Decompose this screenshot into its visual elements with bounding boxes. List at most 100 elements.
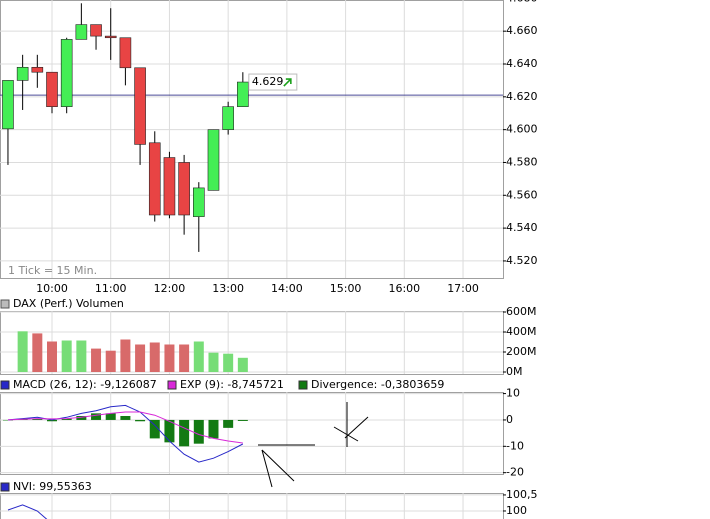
volume-bar (91, 348, 102, 372)
candle-body (163, 157, 176, 216)
legend-label: Divergence: -0,3803659 (311, 378, 444, 391)
panel (0, 493, 504, 519)
volume-bar (76, 340, 87, 372)
volume-bar (120, 339, 131, 372)
y-tick-label: 100,5 (506, 488, 538, 501)
y-tick-label: 10 (506, 387, 520, 400)
candle-body (237, 81, 249, 107)
divergence-bar (105, 413, 116, 420)
annotation: 1 Tick = 15 Min. (8, 264, 97, 277)
divergence-bar (61, 418, 72, 420)
x-tick-label: 10:00 (36, 282, 68, 295)
candle-body (16, 66, 29, 81)
volume-bar (237, 357, 248, 372)
volume-bar (32, 333, 43, 372)
drawn-line (344, 416, 369, 439)
divergence-bar (32, 418, 43, 420)
candle-body (2, 80, 14, 130)
y-tick-label: 4.660 (506, 24, 538, 37)
volume-bar (164, 344, 175, 372)
legend-label: EXP (9): -8,745721 (180, 378, 284, 391)
drawn-line (261, 449, 273, 488)
x-tick-label: 14:00 (271, 282, 303, 295)
x-tick-label: 16:00 (388, 282, 420, 295)
candle-body (104, 35, 117, 39)
legend-label: MACD (26, 12): -9,126087 (13, 378, 157, 391)
volume-bar (193, 341, 204, 372)
x-tick-label: 13:00 (212, 282, 244, 295)
series-line (7, 504, 48, 519)
y-tick-label: -10 (506, 439, 524, 452)
volume-bar (61, 340, 72, 372)
x-tick-label: 11:00 (95, 282, 127, 295)
divergence-bar (208, 419, 219, 439)
y-tick-label: 0 (506, 413, 513, 426)
y-tick-label: 4.560 (506, 188, 538, 201)
price-label: 4.629 (252, 75, 284, 88)
volume-bar (47, 341, 57, 372)
x-tick-label: 12:00 (154, 282, 186, 295)
up-arrow (283, 78, 292, 87)
panel (0, 392, 504, 475)
candle-body (60, 39, 73, 107)
legend-swatch (0, 299, 10, 309)
y-tick-label: -20 (506, 466, 524, 479)
y-tick-label: 4.640 (506, 57, 538, 70)
drawn-line (333, 426, 359, 442)
candle-body (178, 162, 190, 216)
divergence-bar (76, 415, 87, 420)
y-tick-label: 0M (506, 365, 523, 378)
volume-bar (208, 352, 219, 372)
divergence-bar (91, 413, 102, 420)
divergence-bar (164, 419, 175, 443)
y-tick-label: 400M (506, 325, 537, 338)
x-tick-label: 17:00 (447, 282, 479, 295)
candle-body (207, 129, 220, 191)
drawing-tools (258, 402, 369, 488)
x-tick-label: 15:00 (330, 282, 362, 295)
volume-bar (17, 331, 28, 372)
drawn-line (261, 449, 295, 482)
candle-body (31, 66, 44, 73)
divergence-bar (2, 419, 13, 421)
legend-label: NVI: 99,55363 (13, 480, 92, 493)
volume-bar (149, 342, 160, 372)
legend-swatch (167, 380, 177, 390)
y-tick-label: 4.520 (506, 254, 538, 267)
y-tick-label: 4.680 (506, 0, 538, 4)
y-tick-label: 200M (506, 345, 537, 358)
divergence-bar (223, 419, 234, 428)
candle-body (46, 71, 58, 107)
panel (0, 0, 504, 279)
candle-body (222, 106, 234, 130)
y-tick-label: 4.580 (506, 155, 538, 168)
volume-bar (105, 350, 116, 372)
divergence-bar (135, 419, 146, 422)
y-tick-label: 4.620 (506, 90, 538, 103)
candle-body (75, 24, 88, 40)
y-tick-label: 100 (506, 504, 527, 517)
panel (0, 311, 504, 375)
candle-body (148, 142, 161, 216)
divergence-bar (193, 419, 204, 444)
candle-body (134, 67, 146, 145)
legend-swatch (0, 380, 10, 390)
divergence-bar (237, 419, 248, 421)
divergence-bar (47, 419, 57, 422)
candle-body (119, 37, 132, 69)
divergence-bar (149, 419, 160, 439)
legend-swatch (298, 380, 308, 390)
y-tick-label: 4.540 (506, 221, 538, 234)
volume-bar (223, 353, 234, 372)
y-tick-label: 4.600 (506, 123, 538, 136)
y-tick-label: 600M (506, 305, 537, 318)
divergence-bar (179, 419, 190, 447)
volume-bar (135, 344, 146, 372)
panel-title: DAX (Perf.) Volumen (13, 297, 124, 310)
volume-bar (179, 344, 190, 372)
series-line (7, 411, 243, 444)
divergence-bar (120, 415, 131, 420)
candle-body (193, 187, 205, 217)
